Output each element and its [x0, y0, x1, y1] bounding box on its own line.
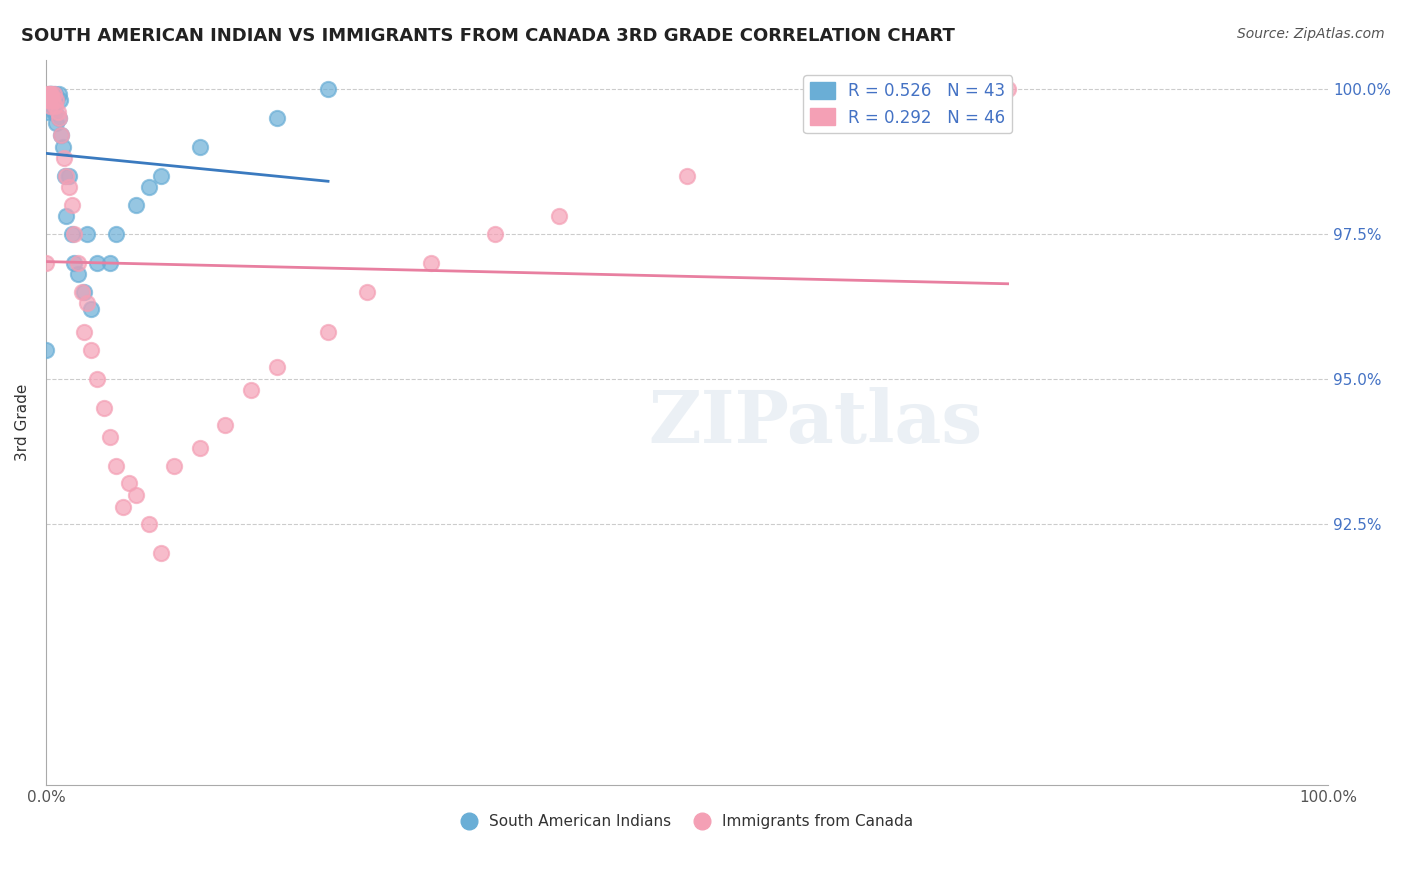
Point — [39, 87, 62, 102]
Point — [997, 81, 1019, 95]
Point — [93, 401, 115, 415]
Legend: South American Indians, Immigrants from Canada: South American Indians, Immigrants from … — [456, 808, 918, 836]
Point — [52, 139, 75, 153]
Point — [38, 87, 60, 102]
Point — [46, 104, 69, 119]
Point — [42, 104, 65, 119]
Point — [37, 93, 59, 107]
Point — [73, 285, 96, 299]
Point — [41, 99, 63, 113]
Point — [80, 302, 103, 317]
Y-axis label: 3rd Grade: 3rd Grade — [15, 384, 30, 461]
Point — [45, 93, 67, 107]
Text: ZIPatlas: ZIPatlas — [648, 387, 983, 458]
Point — [60, 227, 83, 241]
Point — [35, 343, 58, 357]
Point — [38, 87, 60, 102]
Point — [125, 488, 148, 502]
Point — [38, 87, 60, 102]
Point — [48, 87, 70, 102]
Point — [48, 111, 70, 125]
Point — [41, 87, 63, 102]
Point — [38, 93, 60, 107]
Point — [163, 458, 186, 473]
Point — [52, 151, 75, 165]
Point — [51, 128, 73, 142]
Point — [60, 197, 83, 211]
Point — [214, 418, 236, 433]
Point — [37, 104, 59, 119]
Point — [240, 384, 263, 398]
Point — [66, 268, 89, 282]
Point — [484, 227, 506, 241]
Point — [38, 99, 60, 113]
Text: SOUTH AMERICAN INDIAN VS IMMIGRANTS FROM CANADA 3RD GRADE CORRELATION CHART: SOUTH AMERICAN INDIAN VS IMMIGRANTS FROM… — [21, 27, 955, 45]
Point — [44, 104, 66, 119]
Point — [316, 81, 339, 95]
Point — [547, 209, 569, 223]
Point — [58, 169, 80, 183]
Point — [37, 87, 59, 102]
Point — [125, 197, 148, 211]
Point — [44, 87, 66, 102]
Point — [48, 111, 70, 125]
Point — [66, 256, 89, 270]
Point — [51, 128, 73, 142]
Point — [76, 296, 98, 310]
Point — [86, 256, 108, 270]
Point — [98, 430, 121, 444]
Point — [138, 516, 160, 531]
Point — [35, 256, 58, 270]
Point — [150, 169, 173, 183]
Point — [58, 180, 80, 194]
Point — [55, 209, 77, 223]
Point — [38, 93, 60, 107]
Point — [105, 227, 128, 241]
Point — [80, 343, 103, 357]
Point — [41, 93, 63, 107]
Point — [39, 99, 62, 113]
Point — [42, 87, 65, 102]
Point — [38, 99, 60, 113]
Point — [356, 285, 378, 299]
Text: Source: ZipAtlas.com: Source: ZipAtlas.com — [1237, 27, 1385, 41]
Point — [419, 256, 441, 270]
Point — [150, 546, 173, 560]
Point — [49, 93, 72, 107]
Point — [138, 180, 160, 194]
Point — [39, 87, 62, 102]
Point — [86, 372, 108, 386]
Point — [676, 169, 699, 183]
Point — [42, 93, 65, 107]
Point — [63, 227, 86, 241]
Point — [70, 285, 93, 299]
Point — [188, 442, 211, 456]
Point — [266, 360, 288, 375]
Point — [37, 93, 59, 107]
Point — [53, 169, 76, 183]
Point — [316, 326, 339, 340]
Point — [37, 99, 59, 113]
Point — [45, 116, 67, 130]
Point — [44, 99, 66, 113]
Point — [105, 458, 128, 473]
Point — [63, 256, 86, 270]
Point — [118, 476, 141, 491]
Point — [111, 500, 134, 514]
Point — [266, 111, 288, 125]
Point — [73, 326, 96, 340]
Point — [38, 87, 60, 102]
Point — [38, 93, 60, 107]
Point — [76, 227, 98, 241]
Point — [55, 169, 77, 183]
Point — [45, 93, 67, 107]
Point — [98, 256, 121, 270]
Point — [188, 139, 211, 153]
Point — [41, 93, 63, 107]
